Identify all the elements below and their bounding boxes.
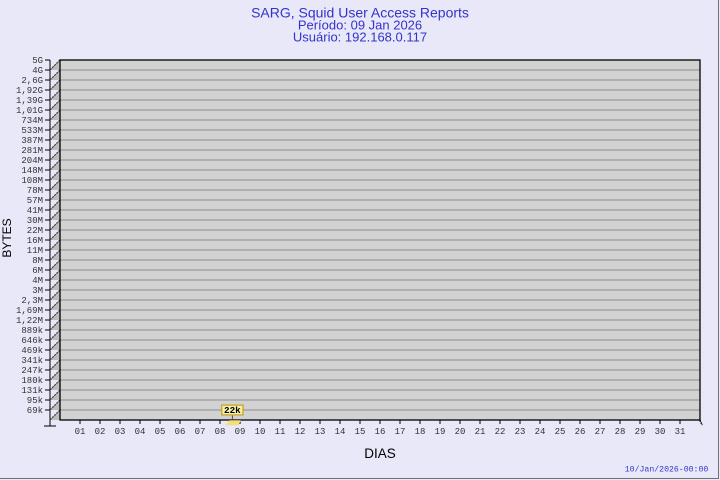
svg-text:22k: 22k [224, 405, 241, 416]
